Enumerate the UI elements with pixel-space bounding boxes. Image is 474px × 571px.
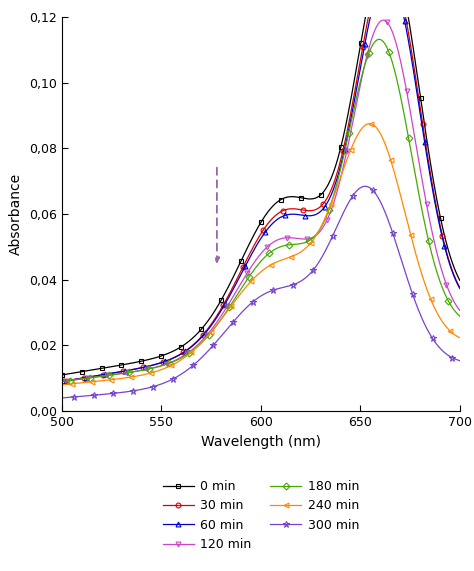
180 min <box>376 36 382 43</box>
60 min <box>358 59 364 66</box>
300 min <box>129 388 135 395</box>
60 min <box>239 270 245 276</box>
Line: 180 min: 180 min <box>59 37 462 384</box>
240 min <box>239 289 245 296</box>
180 min <box>325 210 330 217</box>
240 min <box>366 120 372 127</box>
300 min <box>161 380 167 387</box>
0 min <box>239 256 245 263</box>
300 min <box>358 184 364 191</box>
30 min <box>129 366 135 373</box>
Line: 0 min: 0 min <box>59 0 462 377</box>
180 min <box>161 361 167 368</box>
60 min <box>161 359 167 365</box>
30 min <box>59 378 64 385</box>
0 min <box>325 182 330 189</box>
120 min <box>358 77 364 83</box>
0 min <box>59 372 64 379</box>
0 min <box>293 194 299 200</box>
Line: 120 min: 120 min <box>59 18 462 384</box>
180 min <box>129 368 135 375</box>
120 min <box>59 378 64 385</box>
30 min <box>325 194 330 201</box>
30 min <box>293 206 299 212</box>
Line: 240 min: 240 min <box>59 121 462 387</box>
240 min <box>325 209 330 216</box>
300 min <box>363 183 368 190</box>
0 min <box>358 36 364 43</box>
180 min <box>293 241 299 248</box>
Legend: 0 min, 30 min, 60 min, 120 min, 180 min, 240 min, 300 min: 0 min, 30 min, 60 min, 120 min, 180 min,… <box>159 476 363 554</box>
240 min <box>161 365 167 372</box>
Line: 30 min: 30 min <box>59 0 462 384</box>
300 min <box>59 395 64 401</box>
120 min <box>239 279 245 286</box>
30 min <box>161 358 167 365</box>
240 min <box>358 126 364 132</box>
Y-axis label: Absorbance: Absorbance <box>9 173 23 255</box>
60 min <box>457 285 463 292</box>
0 min <box>161 352 167 359</box>
120 min <box>457 307 463 314</box>
30 min <box>457 284 463 291</box>
30 min <box>239 266 245 273</box>
0 min <box>457 277 463 284</box>
0 min <box>129 360 135 367</box>
240 min <box>59 381 64 388</box>
60 min <box>59 378 64 385</box>
120 min <box>325 215 330 222</box>
300 min <box>239 309 245 316</box>
180 min <box>239 284 245 291</box>
120 min <box>381 17 386 23</box>
Line: 60 min: 60 min <box>59 0 462 384</box>
180 min <box>59 378 64 385</box>
60 min <box>293 211 299 218</box>
120 min <box>161 361 167 368</box>
30 min <box>358 51 364 58</box>
300 min <box>293 280 299 287</box>
180 min <box>457 313 463 320</box>
60 min <box>129 366 135 373</box>
300 min <box>325 243 330 250</box>
240 min <box>129 373 135 380</box>
180 min <box>358 74 364 81</box>
300 min <box>457 357 463 364</box>
120 min <box>293 235 299 242</box>
60 min <box>325 199 330 206</box>
240 min <box>293 251 299 258</box>
Line: 300 min: 300 min <box>58 183 463 401</box>
240 min <box>457 335 463 341</box>
120 min <box>129 368 135 375</box>
X-axis label: Wavelength (nm): Wavelength (nm) <box>201 435 321 449</box>
